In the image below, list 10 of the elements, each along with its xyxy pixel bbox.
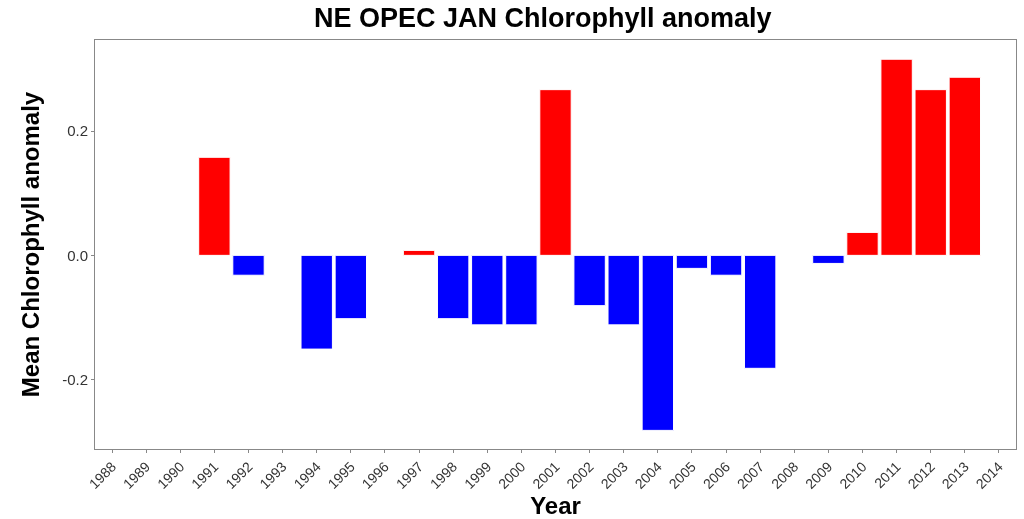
y-tick-label: 0.2 xyxy=(67,122,88,140)
bar xyxy=(709,254,743,276)
y-tick-label: 0.0 xyxy=(67,246,88,264)
x-axis-title: Year xyxy=(530,491,581,519)
bar xyxy=(743,254,777,369)
bar xyxy=(402,249,436,256)
chart-title: NE OPEC JAN Chlorophyll anomaly xyxy=(313,2,772,33)
bar xyxy=(675,254,709,269)
y-tick-label: -0.2 xyxy=(62,370,88,388)
y-axis-title: Mean Chlorophyll anomaly xyxy=(17,91,45,398)
